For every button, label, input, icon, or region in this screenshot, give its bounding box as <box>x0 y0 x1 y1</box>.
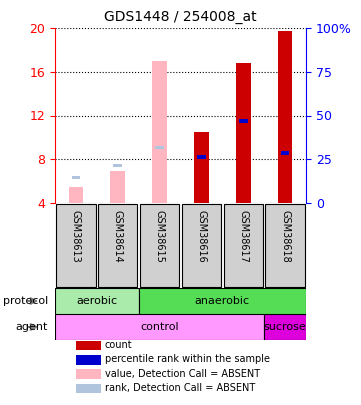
FancyBboxPatch shape <box>265 204 305 287</box>
Text: percentile rank within the sample: percentile rank within the sample <box>105 354 270 364</box>
Text: GSM38615: GSM38615 <box>155 210 165 263</box>
Text: value, Detection Call = ABSENT: value, Detection Call = ABSENT <box>105 369 260 379</box>
Bar <box>278 31 292 203</box>
Text: protocol: protocol <box>3 296 48 306</box>
Text: anaerobic: anaerobic <box>195 296 250 306</box>
FancyBboxPatch shape <box>140 204 179 287</box>
Text: GSM38618: GSM38618 <box>280 210 290 262</box>
Text: agent: agent <box>16 322 48 332</box>
Bar <box>239 119 248 123</box>
Bar <box>69 187 83 203</box>
Text: GDS1448 / 254008_at: GDS1448 / 254008_at <box>104 10 257 24</box>
Bar <box>76 369 101 379</box>
Bar <box>76 341 101 350</box>
Bar <box>155 145 164 149</box>
Bar <box>110 171 125 203</box>
Bar <box>55 314 264 340</box>
FancyBboxPatch shape <box>223 204 263 287</box>
Text: GSM38614: GSM38614 <box>113 210 123 262</box>
Bar <box>197 155 206 159</box>
Text: GSM38613: GSM38613 <box>71 210 81 262</box>
FancyBboxPatch shape <box>182 204 221 287</box>
FancyBboxPatch shape <box>56 204 96 287</box>
FancyBboxPatch shape <box>98 204 138 287</box>
Text: GSM38617: GSM38617 <box>238 210 248 263</box>
Bar <box>236 63 251 203</box>
Text: control: control <box>140 322 179 332</box>
Bar <box>139 288 306 314</box>
Bar <box>71 176 80 179</box>
Text: count: count <box>105 340 132 350</box>
Bar <box>194 132 209 203</box>
Text: sucrose: sucrose <box>264 322 306 332</box>
Bar <box>55 288 139 314</box>
Bar <box>76 355 101 364</box>
Bar <box>264 314 306 340</box>
Bar <box>76 384 101 393</box>
Text: GSM38616: GSM38616 <box>196 210 206 262</box>
Text: rank, Detection Call = ABSENT: rank, Detection Call = ABSENT <box>105 383 255 393</box>
Bar <box>113 164 122 167</box>
Text: aerobic: aerobic <box>76 296 117 306</box>
Bar <box>152 61 167 203</box>
Bar <box>281 151 290 155</box>
